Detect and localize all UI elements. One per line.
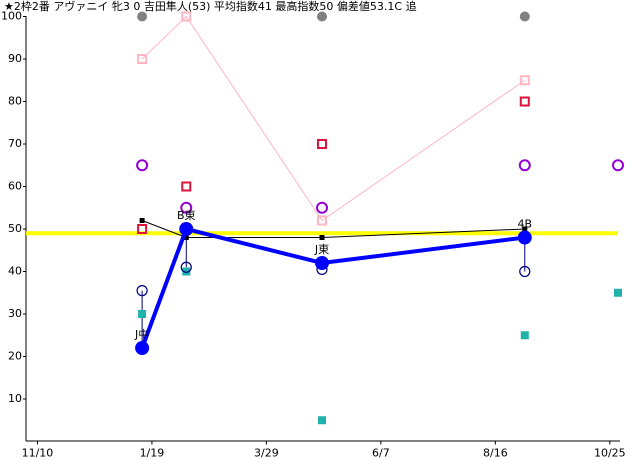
chart-title: ★2枠2番 アヴァニイ 牝3 0 吉田隼人(53) 平均指数41 最高指数50 … <box>4 0 417 13</box>
point <box>181 181 192 192</box>
y-tick-label: 90 <box>8 52 22 65</box>
point <box>137 224 148 234</box>
point <box>517 230 532 245</box>
point <box>519 75 530 86</box>
y-tick-label: 10 <box>8 392 22 405</box>
y-tick-label: 60 <box>8 180 22 193</box>
x-tick-label: 1/19 <box>140 447 165 460</box>
point <box>136 159 149 172</box>
y-tick-label: 50 <box>8 222 22 235</box>
series-line <box>141 220 525 238</box>
series-line <box>141 15 526 222</box>
point <box>182 267 191 276</box>
point <box>139 218 145 223</box>
y-tick-label: 100 <box>1 10 22 23</box>
point <box>519 265 531 278</box>
point <box>519 11 530 22</box>
point <box>179 222 194 236</box>
point <box>135 341 150 355</box>
point <box>518 159 531 172</box>
point <box>136 285 148 297</box>
point <box>137 54 148 64</box>
point <box>519 96 530 107</box>
y-tick-label: 80 <box>8 95 22 108</box>
point <box>315 256 329 270</box>
point <box>317 139 327 149</box>
x-tick-label: 8/16 <box>483 447 508 460</box>
point <box>316 201 328 214</box>
point <box>612 159 624 172</box>
point <box>614 288 622 297</box>
y-tick-label: 40 <box>8 265 22 278</box>
y-tick-label: 20 <box>8 350 22 363</box>
y-tick-label: 70 <box>8 137 22 150</box>
point-label: 4B <box>518 218 533 231</box>
point <box>138 310 147 318</box>
point-label: J中 <box>134 328 149 341</box>
point-label: B東 <box>177 209 196 222</box>
x-tick-label: 3/29 <box>254 447 279 460</box>
point <box>137 11 148 22</box>
point <box>180 201 193 214</box>
point <box>520 331 529 340</box>
point <box>522 226 528 232</box>
x-tick-label: 6/7 <box>372 447 390 460</box>
point <box>317 215 327 226</box>
point <box>318 416 326 425</box>
y-tick-label: 30 <box>8 307 22 320</box>
point-label: J東 <box>314 243 329 256</box>
point <box>180 261 192 273</box>
point <box>319 235 325 240</box>
point <box>183 235 189 240</box>
point <box>181 11 192 22</box>
x-tick-label: 11/10 <box>22 447 54 460</box>
point <box>317 11 327 22</box>
x-tick-label: 10/25 <box>594 447 626 460</box>
series-line <box>140 226 526 349</box>
